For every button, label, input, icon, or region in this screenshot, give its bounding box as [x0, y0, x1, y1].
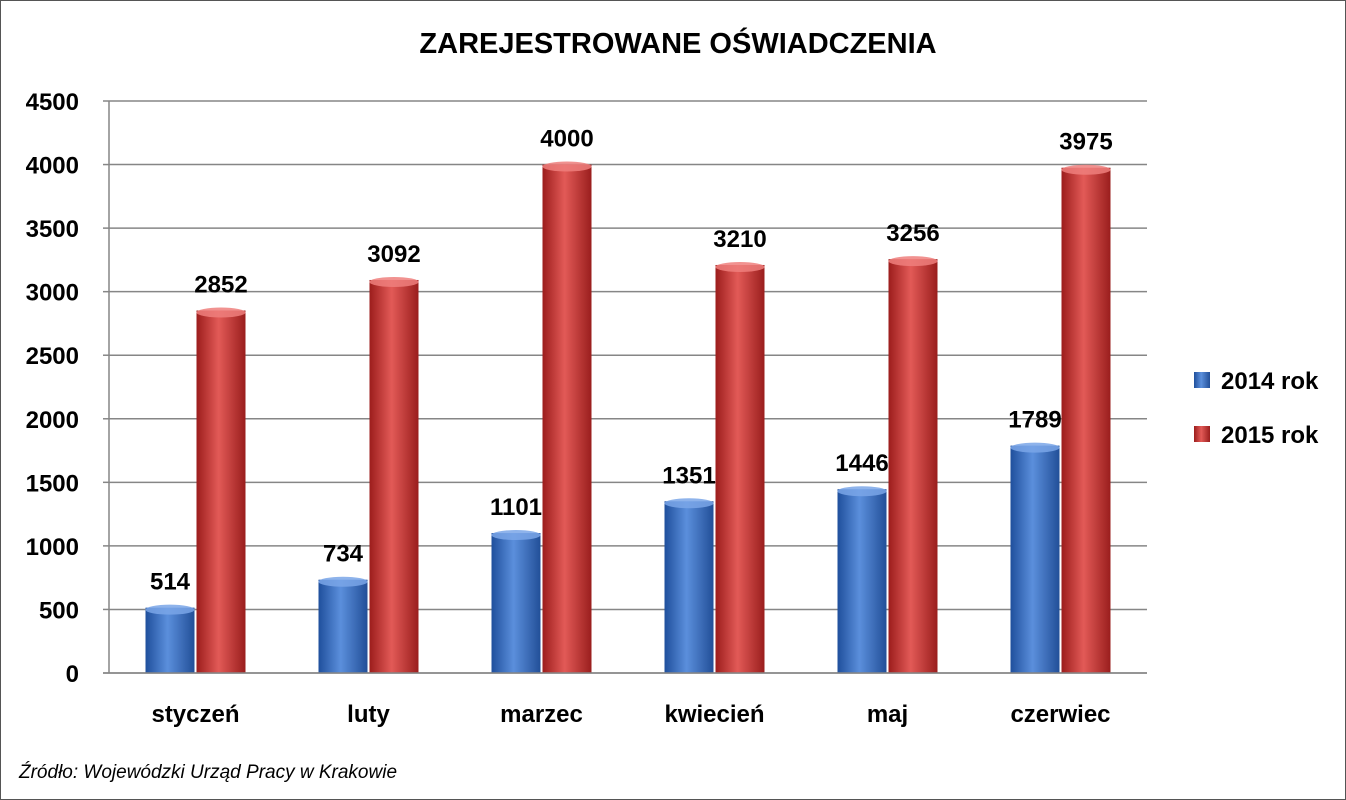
y-axis: 0 500 1000 1500 2000 2500 3000 3500 4000 4500	[26, 89, 110, 688]
bar-cap	[196, 307, 246, 318]
data-label: 734	[323, 541, 364, 568]
data-label: 3975	[1059, 129, 1112, 156]
y-tick-label: 1000	[26, 534, 79, 561]
y-tick-label: 4000	[26, 153, 79, 180]
y-tick-label: 500	[39, 597, 79, 624]
data-label: 3092	[367, 241, 420, 268]
y-tick-label: 3000	[26, 280, 79, 307]
legend-swatch	[1194, 372, 1210, 388]
y-tick-label: 4500	[26, 89, 79, 116]
bar-cap	[837, 486, 887, 497]
bar-cap	[145, 604, 195, 615]
x-tick-label: marzec	[500, 701, 583, 728]
bar-cap	[1010, 442, 1060, 453]
data-label: 1789	[1008, 407, 1061, 434]
bar-cap	[715, 261, 765, 272]
y-tick-label: 0	[66, 661, 79, 688]
bar-cap	[1061, 164, 1111, 175]
data-label: 2852	[194, 271, 247, 298]
bar-s2015	[196, 310, 246, 673]
bar-s2014	[837, 489, 887, 673]
bar-cap	[888, 256, 938, 267]
bar-cap	[369, 276, 419, 287]
bar-cap	[542, 161, 592, 172]
data-label: 3210	[713, 226, 766, 253]
data-label: 4000	[540, 126, 593, 153]
data-label: 3256	[886, 220, 939, 247]
bar-cap	[664, 498, 714, 509]
data-label: 514	[150, 569, 191, 596]
x-tick-label: styczeń	[151, 701, 239, 728]
x-tick-label: czerwiec	[1010, 701, 1110, 728]
bar-s2015	[888, 259, 938, 673]
bar-cap	[491, 530, 541, 541]
bar-s2014	[664, 501, 714, 673]
chart-title: ZAREJESTROWANE OŚWIADCZENIA	[419, 26, 936, 60]
bar-s2015	[542, 164, 592, 674]
data-labels: 514 2852 734 3092 1101 4000 1351 3210 1446 3256 17…	[150, 126, 1113, 596]
bar-s2014	[318, 579, 368, 673]
x-axis: styczeń luty marzec kwiecień maj czerwiec	[103, 672, 1147, 728]
bar-s2014	[1010, 445, 1060, 673]
bar-cap	[318, 576, 368, 587]
grid	[109, 100, 1147, 674]
y-tick-label: 3500	[26, 216, 79, 243]
bar-s2014	[145, 607, 195, 673]
source-note: Źródło: Wojewódzki Urząd Pracy w Krakowi…	[18, 762, 397, 783]
legend: 2014 rok 2015 rok	[1194, 368, 1319, 449]
bar-s2015	[1061, 167, 1111, 673]
y-tick-label: 2000	[26, 407, 79, 434]
y-tick-label: 2500	[26, 343, 79, 370]
data-label: 1351	[662, 462, 715, 489]
data-label: 1446	[835, 450, 888, 477]
y-tick-label: 1500	[26, 470, 79, 497]
legend-label: 2014 rok	[1221, 368, 1319, 395]
legend-label: 2015 rok	[1221, 422, 1319, 449]
x-tick-label: maj	[867, 701, 908, 728]
bar-s2015	[369, 279, 419, 673]
x-tick-label: luty	[347, 701, 390, 728]
bar-s2015	[715, 264, 765, 673]
bars	[145, 161, 1111, 674]
legend-swatch	[1194, 426, 1210, 442]
data-label: 1101	[490, 494, 542, 521]
x-tick-label: kwiecień	[664, 701, 764, 728]
bar-s2014	[491, 533, 541, 673]
